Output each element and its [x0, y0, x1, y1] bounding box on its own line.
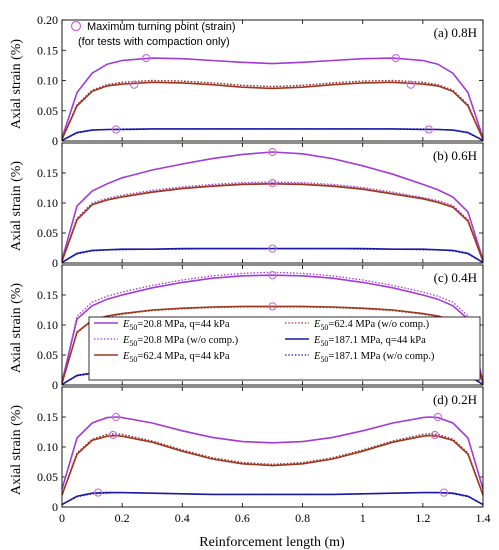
turning-point-marker: [430, 430, 440, 440]
y-tick-label: 0.05: [37, 104, 58, 118]
x-tick-label: 1: [360, 511, 366, 525]
series-line-1: [61, 79, 484, 140]
marker-note-line-2: (for tests with compaction only): [78, 36, 230, 48]
turning-point-marker: [424, 125, 434, 134]
legend: E50=20.8 MPa, q=44 kPa E50=20.8 MPa (w/o …: [88, 316, 481, 381]
y-tick-label: 0.20: [37, 13, 58, 27]
x-tick-label: 0.2: [115, 511, 130, 525]
y-axis-label-d: Axial strain (%): [9, 405, 24, 496]
turning-point-marker: [108, 430, 118, 440]
y-tick-label: 0.15: [37, 410, 58, 424]
y-tick-label: 0.10: [37, 440, 58, 454]
y-tick-label: 0.15: [37, 166, 58, 180]
series-line-0: [61, 416, 484, 490]
panels: 00.050.100.150.20(a) 0.8H00.050.100.15(b…: [37, 13, 491, 525]
y-tick-label: 0.15: [37, 288, 58, 302]
series-line-0: [61, 151, 484, 261]
legend-label-4: E50=187.1 MPa, q=44 kPa: [313, 335, 426, 348]
series-line-4: [61, 491, 484, 506]
marker-note-symbol: [70, 20, 82, 32]
y-tick-label: 0.05: [37, 348, 58, 362]
panel-3: 0 0.2 0.4 0.6 0.8 1 1.2 1.4 0 0.05 0.10 0.15 (d) 0.2…: [37, 386, 491, 525]
x-axis-label: Reinforcement length (m): [199, 535, 345, 550]
turning-point-marker: [391, 53, 400, 63]
y-tick-label: 0: [52, 500, 58, 514]
turning-point-marker: [130, 80, 139, 89]
turning-point-marker: [268, 179, 277, 188]
legend-label-0: E50=20.8 MPa, q=44 kPa: [122, 319, 230, 332]
series-line-2: [61, 434, 484, 496]
legend-label-5: E50=187.1 MPa (w/o comp.): [313, 351, 435, 364]
panel-frame: [61, 264, 484, 386]
y-tick-label: 0.05: [37, 470, 58, 484]
x-tick-label: 0.4: [175, 511, 190, 525]
panel-label: (a) 0.8H: [434, 25, 477, 40]
x-tick-label: 1.4: [476, 511, 491, 525]
x-tick-label: 0.6: [235, 511, 250, 525]
turning-point-marker: [439, 488, 449, 497]
turning-point-marker: [142, 53, 151, 63]
x-tick-label: 1.2: [415, 511, 430, 525]
panel-label: (c) 0.4H: [434, 270, 477, 285]
series-line-1: [61, 181, 484, 262]
series-line-3: [61, 182, 484, 262]
panel-frame: [61, 142, 484, 264]
y-axis-label-c: Axial strain (%): [9, 283, 24, 374]
turning-point-marker: [111, 412, 121, 422]
turning-point-marker: [93, 488, 103, 497]
marker-note: Maximum turning point (strain) (for test…: [70, 20, 236, 48]
y-axis-label-b: Axial strain (%): [9, 161, 24, 252]
panel-frame: [61, 19, 484, 142]
legend-label-2: E50=62.4 MPa, q=44 kPa: [122, 351, 230, 364]
turning-point-marker: [406, 80, 415, 89]
turning-point-marker: [433, 412, 443, 422]
turning-point-marker: [268, 271, 277, 280]
series-line-0: [61, 274, 484, 383]
turning-point-marker: [268, 302, 277, 311]
panel-label: (b) 0.6H: [433, 148, 477, 163]
marker-note-line-1: Maximum turning point (strain): [87, 21, 236, 33]
legend-label-1: E50=20.8 MPa (w/o comp.): [122, 335, 239, 348]
turning-point-marker: [268, 147, 277, 157]
series-line-0: [61, 57, 484, 139]
y-axis-label-a: Axial strain (%): [9, 39, 24, 130]
turning-point-marker: [111, 125, 121, 134]
panel-0: 0 0.05 0.10 0.15 0.20 (a) 0.8H: [37, 13, 484, 148]
series-line-3: [61, 79, 484, 140]
panel-label: (d) 0.2H: [433, 392, 477, 407]
x-tick-label: 0.8: [295, 511, 310, 525]
panel-1: 0 0.05 0.10 0.15 (b) 0.6H: [37, 142, 484, 270]
y-tick-label: 0.05: [37, 226, 58, 240]
x-tick-label: 0: [59, 511, 65, 525]
series-line-5: [61, 491, 484, 506]
y-tick-label: 0: [52, 378, 58, 392]
series-line-4: [61, 128, 484, 142]
series-line-5: [61, 128, 484, 141]
y-tick-label: 0.15: [37, 43, 58, 57]
legend-box: [88, 316, 481, 381]
turning-point-marker: [268, 244, 277, 253]
series-line-4: [61, 247, 484, 264]
y-tick-label: 0: [52, 134, 58, 148]
y-tick-label: 0.10: [37, 196, 58, 210]
legend-label-3: E50=62.4 MPa (w/o comp.): [313, 319, 430, 332]
y-tick-label: 0.10: [37, 318, 58, 332]
y-tick-label: 0.10: [37, 74, 58, 88]
panel-frame: [61, 386, 484, 508]
series-line-2: [61, 81, 484, 140]
series-line-5: [61, 247, 484, 263]
y-tick-label: 0: [52, 256, 58, 270]
